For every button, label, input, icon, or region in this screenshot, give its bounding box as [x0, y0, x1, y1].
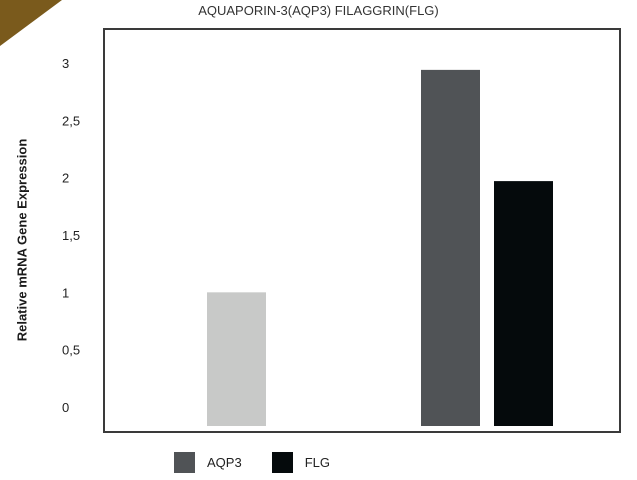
bar-chart: 0 0,5 1 1,5 2 2,5 3: [62, 28, 621, 433]
legend: AQP3 FLG: [174, 452, 360, 473]
legend-swatch-aqp3: [174, 452, 195, 473]
legend-label-flg: FLG: [304, 455, 330, 470]
bar-1: [421, 69, 480, 426]
legend-label-aqp3: AQP3: [207, 455, 242, 470]
legend-item-aqp3: AQP3: [174, 452, 242, 473]
y-tick-labels: 0 0,5 1 1,5 2 2,5 3: [62, 56, 80, 415]
legend-swatch-flg: [271, 452, 293, 473]
y-tick-label: 1: [62, 285, 69, 300]
y-tick-label: 2: [62, 171, 69, 186]
plot-frame: [103, 28, 621, 433]
y-tick-label: 0: [62, 400, 69, 415]
y-tick-label: 1,5: [62, 228, 80, 243]
y-tick-label: 3: [62, 56, 69, 71]
bar-0: [207, 292, 266, 426]
chart-title: AQUAPORIN-3(AQP3) FILAGGRIN(FLG): [198, 3, 439, 18]
corner-decoration: [0, 0, 62, 46]
bars: [207, 69, 553, 426]
legend-item-flg: FLG: [271, 452, 330, 473]
y-tick-label: 2,5: [62, 113, 80, 128]
y-tick-label: 0,5: [62, 343, 80, 358]
bar-2: [494, 181, 553, 426]
